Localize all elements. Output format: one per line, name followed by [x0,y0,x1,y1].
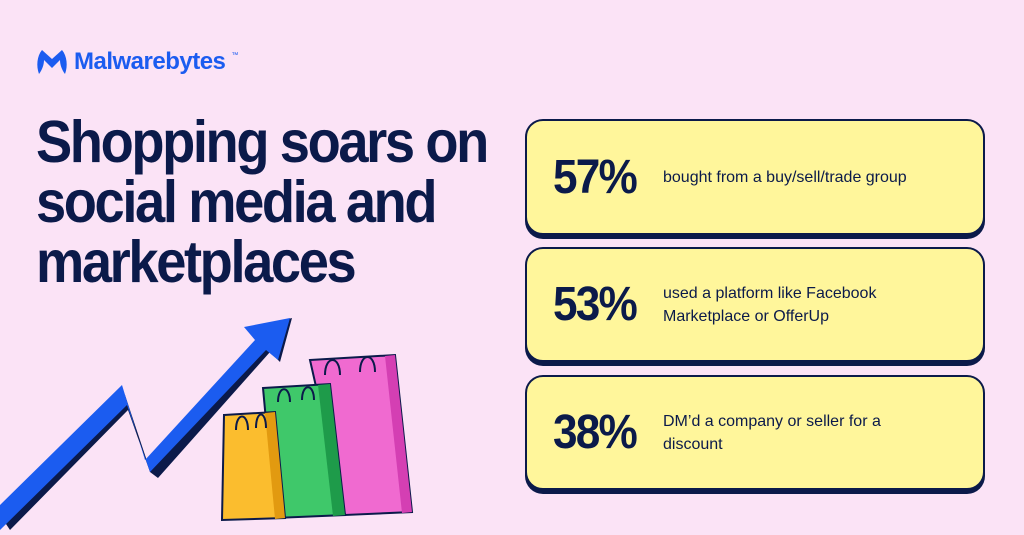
stat-percent: 53% [553,278,638,331]
stat-card: 57% bought from a buy/sell/trade group [525,119,985,235]
stat-description: DM’d a company or seller for a discount [663,412,881,453]
stat-description: used a platform like Facebook Marketplac… [663,284,877,325]
stat-card: 53% used a platform like Facebook Market… [525,247,985,362]
stat-card: 38% DM’d a company or seller for a disco… [525,375,985,490]
brand-name: Malwarebytes [74,48,226,75]
malwarebytes-m-icon [37,50,67,74]
page-title: Shopping soars on social media and marke… [36,109,489,295]
illustration [0,318,414,530]
shopping-bags-icon [220,353,414,522]
trademark: ™ [231,52,239,59]
stat-description: bought from a buy/sell/trade group [663,168,907,186]
rising-arrow-icon [0,318,292,530]
stat-percent: 57% [553,150,638,204]
stat-percent: 38% [553,406,638,459]
brand-logo: Malwarebytes ™ [36,48,238,76]
